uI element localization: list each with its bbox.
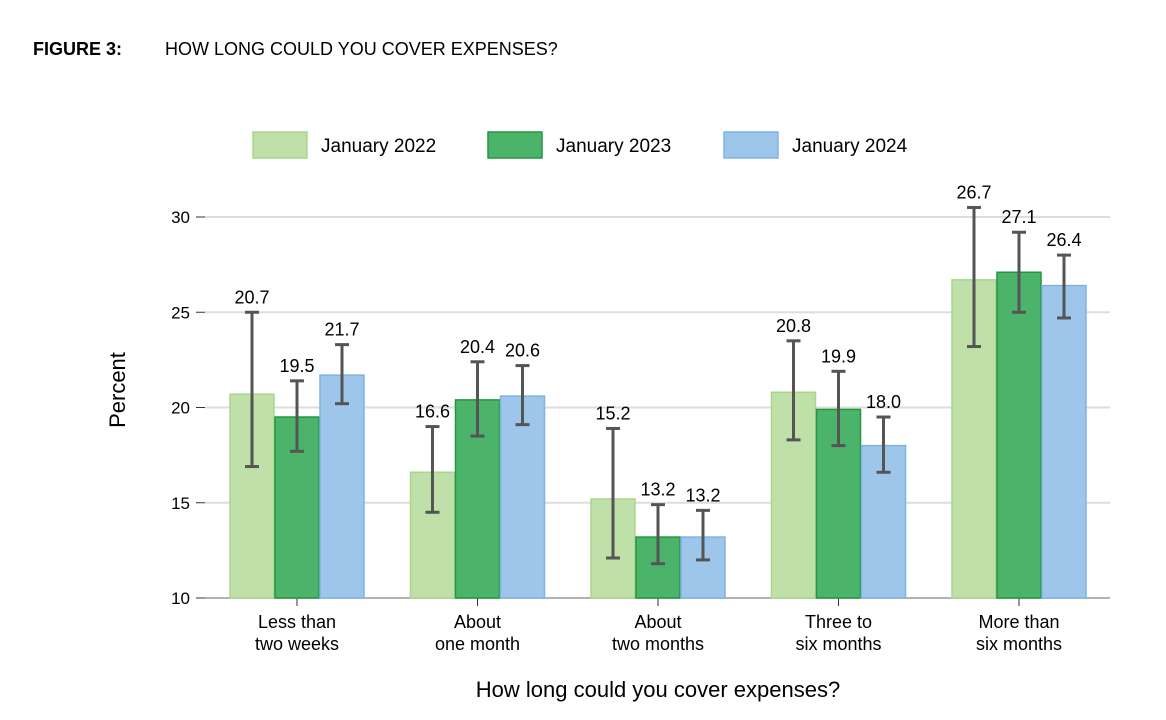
x-tick-label: two months — [612, 634, 704, 654]
y-axis-label: Percent — [105, 352, 130, 428]
legend-label: January 2023 — [556, 136, 671, 157]
data-label: 13.2 — [685, 485, 720, 505]
figure-label: FIGURE 3: — [33, 39, 122, 59]
legend-swatch — [723, 131, 779, 159]
y-tick-label: 15 — [171, 494, 190, 513]
data-label: 20.7 — [234, 287, 269, 307]
data-label: 18.0 — [866, 392, 901, 412]
y-tick-label: 10 — [171, 589, 190, 608]
data-label: 20.4 — [460, 337, 495, 357]
data-label: 21.7 — [324, 320, 359, 340]
data-label: 26.4 — [1046, 230, 1081, 250]
legend-label: January 2022 — [321, 136, 436, 157]
figure-title: HOW LONG COULD YOU COVER EXPENSES? — [165, 39, 558, 59]
data-label: 20.6 — [505, 341, 540, 361]
x-tick-label: one month — [435, 634, 520, 654]
data-label: 19.9 — [821, 346, 856, 366]
y-tick-label: 30 — [171, 208, 190, 227]
x-tick-label: About — [634, 612, 681, 632]
y-tick-label: 20 — [171, 399, 190, 418]
y-tick-label: 25 — [171, 303, 190, 322]
x-tick-label: six months — [976, 634, 1062, 654]
data-label: 19.5 — [279, 356, 314, 376]
data-label: 16.6 — [415, 402, 450, 422]
bar — [996, 271, 1042, 599]
legend-label: January 2024 — [792, 136, 908, 157]
x-tick-label: Less than — [258, 612, 336, 632]
x-tick-label: two weeks — [255, 634, 339, 654]
x-tick-label: Three to — [805, 612, 872, 632]
data-label: 15.2 — [595, 403, 630, 423]
legend-swatch — [252, 131, 308, 159]
x-tick-label: About — [454, 612, 501, 632]
bar — [319, 374, 365, 599]
legend-swatch — [487, 131, 543, 159]
data-label: 20.8 — [776, 316, 811, 336]
data-label: 26.7 — [956, 182, 991, 202]
data-label: 13.2 — [640, 480, 675, 500]
x-tick-label: More than — [978, 612, 1059, 632]
data-label: 27.1 — [1001, 207, 1036, 227]
bar — [1041, 284, 1087, 599]
x-tick-label: six months — [795, 634, 881, 654]
bar — [499, 395, 546, 599]
x-axis-label: How long could you cover expenses? — [476, 677, 840, 702]
